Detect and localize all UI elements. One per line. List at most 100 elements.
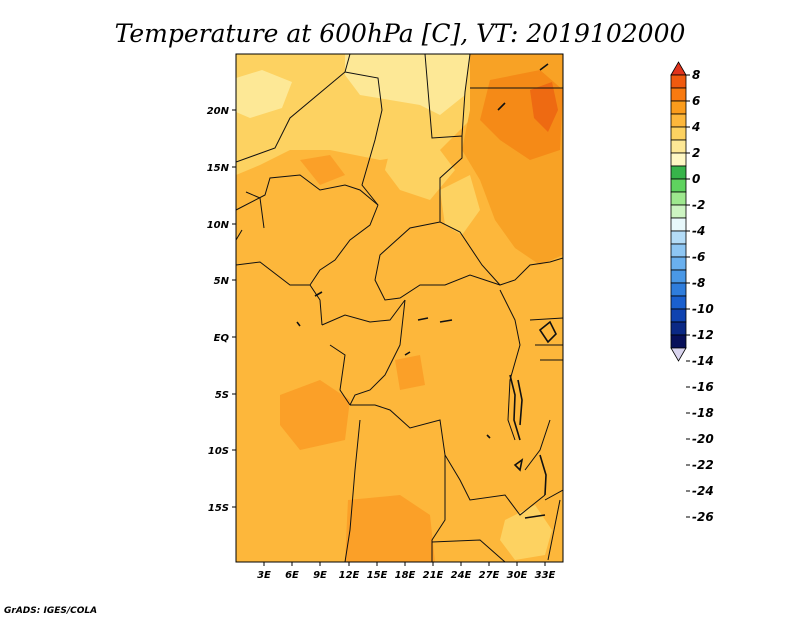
- field-zone-6to8: [530, 82, 558, 132]
- colorbar-swatch: [670, 152, 687, 167]
- border-line: [431, 539, 506, 562]
- lake-mark: [497, 102, 506, 111]
- colorbar-label: -24: [692, 484, 714, 498]
- border-line: [329, 344, 351, 406]
- colorbar-label: 2: [692, 146, 700, 160]
- y-tick-label: EQ: [214, 333, 230, 344]
- border-line: [439, 136, 563, 286]
- axis-ticks: [232, 109, 546, 566]
- y-tick-label: 10N: [207, 220, 230, 231]
- colorbar-label: -2: [692, 198, 705, 212]
- field-zone-4to6: [345, 495, 435, 562]
- x-tick-label: 24E: [451, 570, 472, 581]
- colorbar-swatch: [670, 74, 687, 89]
- x-axis-labels: 3E 6E 9E 12E 15E 18E 21E 24E 27E 30E 33E: [257, 570, 555, 581]
- colorbar-swatch: [670, 295, 687, 310]
- river-mark: [404, 351, 411, 356]
- map-title: Temperature at 600hPa [C], VT: 201910200…: [115, 19, 686, 48]
- border-line: [431, 455, 446, 562]
- colorbar-label: -26: [692, 510, 714, 524]
- river-mark: [439, 319, 453, 323]
- lake-mark: [314, 291, 323, 297]
- colorbar-label: -22: [692, 458, 714, 472]
- colorbar-swatch: [670, 87, 687, 102]
- colorbar-label: 4: [691, 120, 700, 134]
- x-tick-label: 27E: [479, 570, 500, 581]
- colorbar-label: -4: [692, 224, 705, 238]
- x-tick-label: 30E: [507, 570, 528, 581]
- y-tick-label: 5N: [214, 276, 230, 287]
- border-line: [529, 317, 563, 321]
- x-tick-label: 21E: [423, 570, 444, 581]
- border-line: [321, 299, 406, 326]
- lake-mweru: [513, 458, 524, 472]
- colorbar-swatch: [670, 230, 687, 245]
- colorbar-swatch: [670, 282, 687, 297]
- border-line: [236, 54, 351, 163]
- border-line: [236, 261, 323, 326]
- border-line: [544, 489, 563, 501]
- x-tick-label: 12E: [339, 570, 360, 581]
- x-tick-label: 18E: [395, 570, 416, 581]
- field-zone-0to2: [500, 505, 552, 560]
- border-line: [524, 419, 551, 471]
- country-borders: [236, 54, 563, 562]
- colorbar-label: -8: [692, 276, 705, 290]
- field-zone-4to6: [300, 155, 345, 185]
- colorbar-swatch: [670, 100, 687, 115]
- colorbar-swatch: [670, 139, 687, 154]
- x-tick-label: 9E: [313, 570, 327, 581]
- lake-malawi: [539, 454, 547, 496]
- field-zone-0to2: [385, 150, 455, 200]
- border-line: [344, 71, 383, 206]
- lake-mark: [296, 321, 301, 327]
- field-zone-4to6: [395, 355, 425, 390]
- y-tick-label: 15N: [207, 163, 230, 174]
- colorbar-swatch: [670, 191, 687, 206]
- colorbar-swatch: [670, 308, 687, 323]
- colorbar-arrow-bottom: [670, 347, 687, 362]
- colorbar-swatch: [670, 217, 687, 232]
- border-line: [236, 174, 379, 211]
- y-tick-label: 5S: [215, 390, 229, 401]
- border-line: [349, 299, 406, 406]
- lake-kariba: [524, 514, 546, 519]
- y-tick-label: 10S: [208, 446, 229, 457]
- border-line: [374, 221, 501, 301]
- y-tick-label: 15S: [208, 503, 229, 514]
- x-tick-label: 3E: [257, 570, 271, 581]
- lake-tanganyika: [517, 379, 523, 426]
- border-line: [236, 229, 243, 241]
- colorbar-swatch: [670, 334, 687, 349]
- map-frame: [235, 53, 564, 563]
- colorbar-label: -12: [692, 328, 714, 342]
- lake-victoria: [538, 320, 557, 344]
- temperature-field: [236, 54, 563, 562]
- colorbar-label: -6: [692, 250, 705, 264]
- map-panel: 3E 6E 9E 12E 15E 18E 21E 24E 27E 30E 33E…: [207, 53, 564, 581]
- colorbar-swatch: [670, 178, 687, 193]
- river-mark: [417, 317, 429, 321]
- lake-tanganyika: [509, 374, 521, 441]
- lakes: [296, 63, 557, 519]
- colorbar-swatch: [670, 269, 687, 284]
- colorbar-swatch: [670, 113, 687, 128]
- colorbar-swatch: [670, 165, 687, 180]
- colorbar-label: -14: [692, 354, 714, 368]
- colorbar-swatch: [670, 256, 687, 271]
- colorbar-label: 0: [692, 172, 700, 186]
- y-axis-labels: 20N 15N 10N 5N EQ 5S 10S 15S: [207, 106, 230, 514]
- field-zone-0to2: [440, 175, 480, 235]
- x-tick-label: 33E: [535, 570, 556, 581]
- colorbar-label: -20: [692, 432, 714, 446]
- field-zone-minus2to0: [236, 70, 292, 118]
- colorbar-label: -18: [692, 406, 714, 420]
- credit-label: GrADS: IGES/COLA: [4, 606, 97, 616]
- colorbar-swatch: [670, 321, 687, 336]
- border-line: [344, 419, 361, 562]
- colorbar-label: 8: [692, 68, 700, 82]
- x-tick-label: 6E: [285, 570, 299, 581]
- colorbar-label: 6: [692, 94, 700, 108]
- border-line: [547, 499, 561, 561]
